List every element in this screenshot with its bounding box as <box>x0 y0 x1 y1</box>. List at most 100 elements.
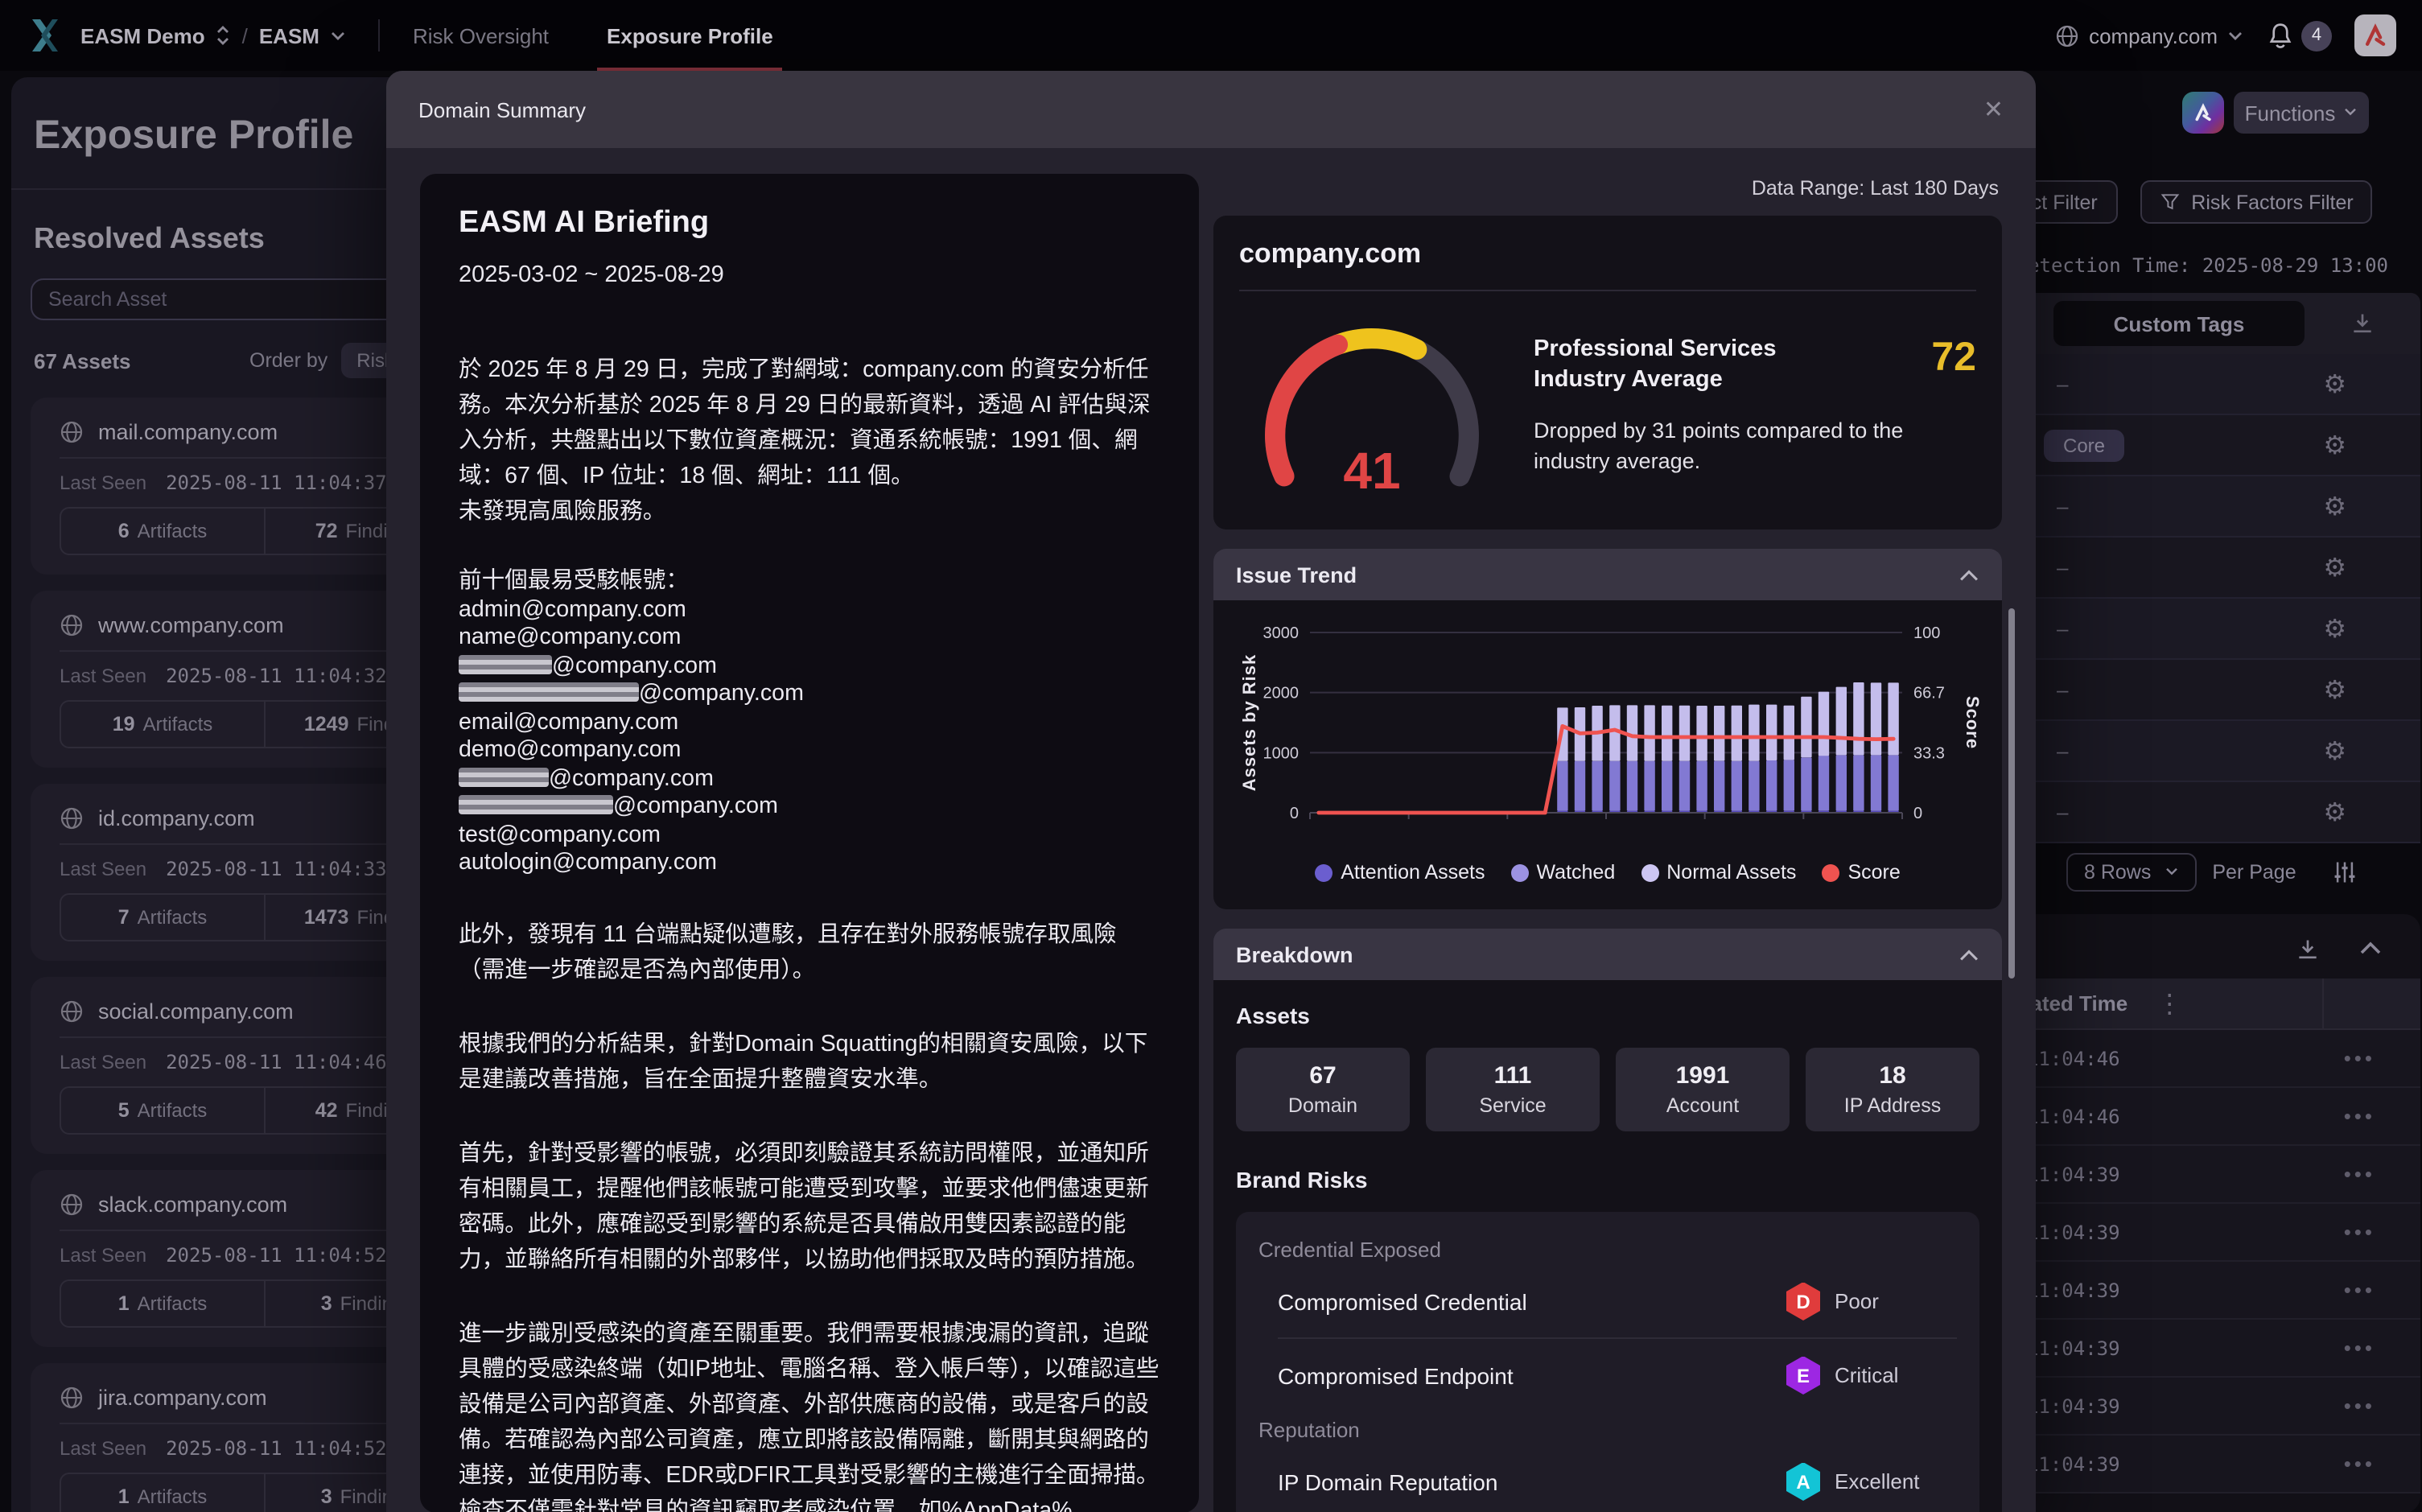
issue-trend-section: Issue Trend 0 1000 2000 3000 0 33.3 66.7 100 Ass… <box>1213 549 2002 909</box>
avatar-logo-icon <box>2365 23 2386 46</box>
breakdown-section: Breakdown Assets 67 Domain 111 Service 1991 A… <box>1213 929 2002 1512</box>
modal-scrollbar[interactable] <box>2008 608 2015 978</box>
row-actions-icon[interactable]: ••• <box>2343 1220 2375 1244</box>
project-switcher[interactable]: EASM Demo <box>80 23 205 47</box>
row-actions-icon[interactable]: ••• <box>2343 1104 2375 1128</box>
nav-tabs: Risk Oversight Exposure Profile <box>412 0 783 71</box>
briefing-date-range: 2025-03-02 ~ 2025-08-29 <box>459 262 724 288</box>
resolved-assets-heading: Resolved Assets <box>34 222 265 254</box>
gear-icon[interactable]: ⚙ <box>2323 552 2346 583</box>
risk-score-gauge: 41 <box>1265 328 1479 500</box>
stat-label: Service <box>1479 1094 1547 1117</box>
issue-trend-header[interactable]: Issue Trend <box>1213 549 2002 600</box>
breakdown-header[interactable]: Breakdown <box>1213 929 2002 980</box>
tab-exposure-profile[interactable]: Exposure Profile <box>597 0 783 71</box>
user-avatar[interactable] <box>2354 14 2396 56</box>
collapse-chevron-icon[interactable] <box>2359 937 2382 959</box>
active-tab-underline <box>597 67 783 71</box>
collapse-chevron-icon[interactable] <box>1959 567 1979 582</box>
risk-group-label: Reputation <box>1258 1418 1360 1442</box>
chevron-down-icon <box>2165 867 2177 875</box>
empty-tag-value: – <box>2057 494 2069 518</box>
redacted-text <box>459 682 639 702</box>
briefing-paragraph: 於 2025 年 8 月 29 日，完成了對網域：company.com 的資安… <box>459 357 1151 525</box>
divider <box>60 457 449 459</box>
stat-label: Account <box>1666 1094 1740 1117</box>
risk-row: Compromised Credential D Poor <box>1258 1265 1957 1337</box>
custom-tags-column-header[interactable]: Custom Tags <box>2053 301 2305 346</box>
row-actions-icon[interactable]: ••• <box>2343 1452 2375 1476</box>
briefing-paragraph: 根據我們的分析結果，針對Domain Squatting的相關資安風險，以下是建… <box>459 1031 1148 1092</box>
svg-text:0: 0 <box>1290 805 1299 822</box>
row-actions-icon[interactable]: ••• <box>2343 1162 2375 1186</box>
divider <box>60 1036 449 1038</box>
last-seen-value: 2025-08-11 11:04:37 <box>166 472 387 494</box>
artifacts-count: 1 Artifacts <box>117 1292 208 1315</box>
row-actions-icon[interactable]: ••• <box>2343 1394 2375 1418</box>
gear-icon[interactable]: ⚙ <box>2323 369 2346 399</box>
gear-icon[interactable]: ⚙ <box>2323 491 2346 521</box>
product-switcher[interactable]: EASM <box>258 23 319 47</box>
data-range-label: Data Range: Last 180 Days <box>1751 177 1999 200</box>
collapse-chevron-icon[interactable] <box>1959 947 1979 962</box>
download-icon[interactable] <box>2295 937 2321 962</box>
asset-name: www.company.com <box>98 613 284 637</box>
funnel-icon <box>2160 194 2179 210</box>
divider <box>1239 290 1976 291</box>
gear-icon[interactable]: ⚙ <box>2323 797 2346 827</box>
column-menu-icon[interactable]: ⋮ <box>2156 991 2183 1018</box>
rows-per-page-select[interactable]: 8 Rows <box>2066 853 2197 892</box>
risk-factors-filter-button[interactable]: Risk Factors Filter <box>2140 180 2372 224</box>
sort-updown-icon[interactable] <box>216 24 231 47</box>
risk-name: IP Domain Reputation <box>1278 1469 1498 1494</box>
stat-value: 67 <box>1309 1062 1337 1090</box>
globe-icon <box>2056 24 2078 47</box>
modal-title: Domain Summary <box>418 97 587 122</box>
notifications-bell-icon[interactable] <box>2266 20 2295 51</box>
download-icon[interactable] <box>2350 311 2375 336</box>
top-bar: EASM Demo / EASM Risk Oversight Exposure… <box>0 0 2422 71</box>
svg-text:Score: Score <box>1963 696 1979 749</box>
domain-selector[interactable]: company.com <box>2055 23 2243 47</box>
chevron-down-icon <box>332 31 345 39</box>
artifacts-count: 6 Artifacts <box>117 520 208 542</box>
svg-text:1000: 1000 <box>1263 744 1300 762</box>
gear-icon[interactable]: ⚙ <box>2323 674 2346 705</box>
industry-average-score: 72 <box>1931 334 1976 380</box>
risk-group-label: Credential Exposed <box>1258 1238 1441 1262</box>
divider <box>2322 978 2324 1029</box>
last-seen-label: Last Seen <box>60 1051 147 1073</box>
tab-risk-oversight[interactable]: Risk Oversight <box>412 23 550 47</box>
notification-count-badge[interactable]: 4 <box>2301 20 2332 51</box>
briefing-text: 於 2025 年 8 月 29 日，完成了對網域：company.com 的資安… <box>459 352 1160 1512</box>
gear-icon[interactable]: ⚙ <box>2323 430 2346 460</box>
brand-risks-card: Credential Exposed Compromised Credential… <box>1236 1212 1979 1512</box>
svg-text:3000: 3000 <box>1263 624 1300 642</box>
stat-value: 1991 <box>1675 1062 1730 1090</box>
redacted-text <box>459 767 549 786</box>
legend-dot <box>1510 863 1529 881</box>
divider <box>378 19 381 51</box>
row-actions-icon[interactable]: ••• <box>2343 1278 2375 1302</box>
functions-button[interactable]: Functions <box>2234 92 2369 134</box>
last-seen-label: Last Seen <box>60 665 147 687</box>
gear-icon[interactable]: ⚙ <box>2323 613 2346 644</box>
divider <box>1278 1337 1957 1339</box>
row-actions-icon[interactable]: ••• <box>2343 1336 2375 1360</box>
svg-text:100: 100 <box>1913 624 1940 642</box>
row-actions-icon[interactable]: ••• <box>2343 1046 2375 1070</box>
empty-tag-value: – <box>2057 739 2069 763</box>
email-item: demo@company.com <box>459 737 682 763</box>
artifacts-count: 7 Artifacts <box>117 906 208 929</box>
asset-stat-cards: 67 Domain 111 Service 1991 Account 18 IP Addres… <box>1236 1048 1979 1131</box>
gear-icon[interactable]: ⚙ <box>2323 735 2346 766</box>
domain-summary-panel: Data Range: Last 180 Days company.com 41… <box>1213 174 2002 1512</box>
asset-name: jira.company.com <box>98 1386 267 1410</box>
legend-item: Normal Assets <box>1641 861 1796 884</box>
ai-assistant-icon[interactable] <box>2182 92 2224 134</box>
column-settings-icon[interactable] <box>2332 859 2358 885</box>
stat-value: 18 <box>1879 1062 1906 1090</box>
detection-time-label: Detection Time: 2025-08-29 13:00 <box>2016 254 2388 277</box>
close-icon[interactable]: ✕ <box>1983 97 2004 124</box>
